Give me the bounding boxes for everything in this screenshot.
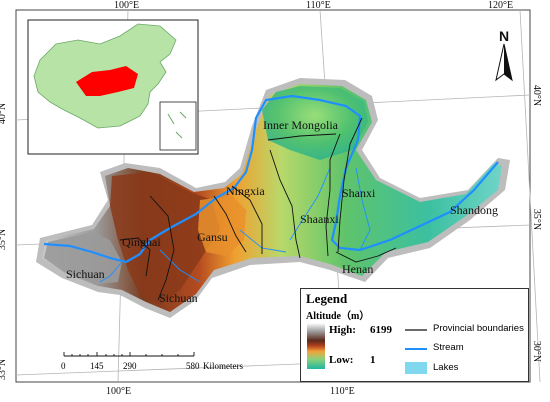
label-inner-mongolia: Inner Mongolia bbox=[263, 118, 338, 132]
coord-left-3: 33°N bbox=[0, 358, 9, 381]
coord-right-1: 40°N bbox=[531, 84, 543, 107]
coord-right-3: 30°N bbox=[531, 340, 543, 363]
scale-label-580: 580 bbox=[186, 361, 200, 371]
highland-brown bbox=[110, 172, 220, 305]
scale-label-145: 145 bbox=[90, 361, 104, 371]
legend-high-value: 6199 bbox=[370, 324, 392, 336]
coord-bottom-2: 110°E bbox=[330, 386, 355, 397]
stream-symbol bbox=[405, 348, 427, 350]
label-gansu: Gansu bbox=[197, 230, 228, 244]
label-sichuan-west: Sichuan bbox=[66, 267, 105, 281]
scale-label-0: 0 bbox=[61, 361, 66, 371]
legend-boundary-text: Provincial boundaries bbox=[433, 323, 524, 334]
label-henan: Henan bbox=[342, 262, 374, 276]
altitude-color-ramp bbox=[307, 323, 325, 369]
scale-bar bbox=[63, 352, 195, 357]
coord-right-2: 35°N bbox=[531, 208, 543, 231]
legend-stream-text: Stream bbox=[433, 342, 464, 353]
legend-low-label: Low: bbox=[329, 354, 354, 366]
highland-orange bbox=[198, 196, 246, 256]
legend-lakes-text: Lakes bbox=[433, 362, 459, 373]
coord-top-2: 110°E bbox=[306, 0, 331, 11]
north-label: N bbox=[499, 28, 510, 44]
coord-bottom-1: 100°E bbox=[106, 386, 132, 397]
legend-title: Legend bbox=[306, 291, 348, 306]
legend-altitude-label: Altitude（m） bbox=[306, 311, 370, 322]
label-qinghai: Qinghai bbox=[122, 235, 161, 249]
label-sichuan-south: Sichuan bbox=[159, 291, 198, 305]
label-shandong: Shandong bbox=[450, 203, 498, 217]
scale-label-290: 290 bbox=[123, 361, 137, 371]
north-arrow-icon bbox=[495, 43, 513, 82]
legend-high-label: High: bbox=[329, 324, 356, 336]
label-ningxia: Ningxia bbox=[226, 184, 265, 198]
legend-box: Legend Altitude（m） High: 6199 Low: 1 Pro… bbox=[300, 288, 529, 382]
coord-left-2: 35°N bbox=[0, 228, 9, 251]
legend-low-value: 1 bbox=[370, 354, 376, 366]
label-shaanxi: Shaanxi bbox=[300, 212, 339, 226]
lakes-symbol bbox=[405, 362, 427, 374]
coord-left-1: 40°N bbox=[0, 102, 9, 125]
label-shanxi: Shanxi bbox=[342, 186, 376, 200]
scale-unit: Kilometers bbox=[203, 361, 243, 371]
coord-top-1: 100°E bbox=[114, 0, 140, 11]
boundary-symbol bbox=[405, 329, 427, 331]
inset-south-china-sea bbox=[159, 101, 197, 151]
provincial-boundaries bbox=[119, 117, 397, 301]
inset-yellow-river-basin bbox=[76, 66, 138, 96]
coord-top-3: 120°E bbox=[488, 0, 514, 11]
